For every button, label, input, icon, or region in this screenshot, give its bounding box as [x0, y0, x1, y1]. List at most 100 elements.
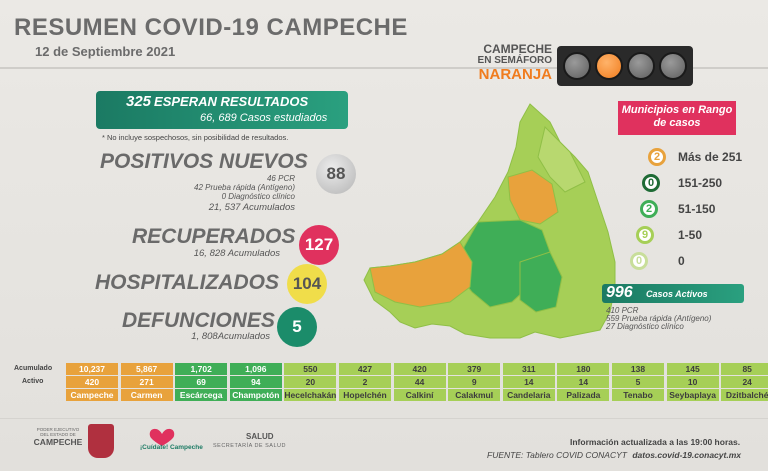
page-date: 12 de Septiembre 2021: [35, 44, 176, 59]
positivos-title: POSITIVOS NUEVOS: [100, 150, 308, 173]
legend-count: 0: [642, 174, 660, 192]
fuente-label: FUENTE: Tablero COVID CONACYT: [487, 450, 627, 460]
cell-municipio: Escárcega: [175, 389, 228, 401]
cell-municipio: Champotón: [229, 389, 282, 401]
cell-acumulado: 550: [284, 363, 337, 375]
positivos-badge: 88: [316, 154, 356, 194]
cell-acumulado: 5,867: [120, 363, 173, 375]
legend-title: Municipios en Rango de casos: [618, 101, 736, 135]
cell-acumulado: 420: [393, 363, 446, 375]
cell-municipio: Hopelchén: [339, 389, 391, 401]
cell-activo: 20: [284, 376, 337, 388]
cell-activo: 14: [502, 376, 555, 388]
cell-acumulado: 10,237: [66, 363, 118, 375]
esperan-banner: 325 ESPERAN RESULTADOS 66, 689 Casos estu…: [96, 91, 348, 129]
updated-text: Información actualizada a las 19:00 hora…: [570, 437, 741, 447]
activos-banner: 996 Casos Activos: [602, 284, 744, 303]
logo-cuidate: ¡Cuídate! Campeche: [140, 424, 203, 454]
legend: 2 Más de 251 0 151-250 2 51-150 9 1-50 0…: [630, 148, 768, 270]
activos-label: Casos Activos: [646, 289, 708, 299]
cell-municipio: Candelaria: [502, 389, 555, 401]
lamp-icon: [659, 52, 687, 80]
activos-clinico: 27 Diagnóstico clínico: [606, 322, 684, 331]
cell-activo: 271: [120, 376, 173, 388]
logo-gobierno-top: PODER EJECUTIVO: [36, 427, 80, 432]
defunciones-acumulados: 1, 808Acumulados: [191, 331, 270, 342]
map-region-north: [537, 126, 586, 193]
esperan-line: 325 ESPERAN RESULTADOS: [126, 93, 308, 110]
legend-range: 151-250: [678, 176, 723, 190]
map-region-campeche: [507, 169, 559, 225]
legend-range: 0: [678, 254, 685, 268]
activos-pcr: 410 PCR: [606, 306, 639, 315]
cell-acumulado: 138: [612, 363, 664, 375]
map-region-carmen: [369, 241, 473, 308]
cell-municipio: Hecelchakán: [284, 389, 337, 401]
defunciones-badge: 5: [277, 307, 317, 347]
footer-divider: [0, 418, 768, 419]
cell-municipio: Seybaplaya: [666, 389, 719, 401]
recuperados-badge: 127: [299, 225, 339, 265]
fuente-url: datos.covid-19.conacyt.mx: [632, 450, 741, 460]
esperan-estudiados: 66, 689 Casos estudiados: [200, 112, 328, 124]
cell-municipio: Tenabo: [612, 389, 664, 401]
cell-acumulado: 379: [448, 363, 501, 375]
semaforo-line3: NARANJA: [478, 66, 552, 83]
traffic-light-icon: [557, 46, 693, 86]
footnote: * No incluye sospechosos, sin posibilida…: [102, 133, 289, 142]
cell-activo: 94: [229, 376, 282, 388]
legend-range: Más de 251: [678, 150, 743, 164]
esperan-label: ESPERAN RESULTADOS: [154, 94, 309, 109]
cell-municipio: Carmen: [120, 389, 173, 401]
hospitalizados-badge: 104: [287, 264, 327, 304]
cell-acumulado: 1,096: [229, 363, 282, 375]
cell-activo: 44: [393, 376, 446, 388]
legend-count: 0: [630, 252, 648, 270]
logo-gobierno-mid: DEL ESTADO DE: [40, 432, 76, 437]
cell-municipio: Campeche: [66, 389, 118, 401]
cell-activo: 14: [557, 376, 610, 388]
recuperados-acumulados: 16, 828 Acumulados: [193, 248, 280, 259]
lamp-active-icon: [595, 52, 623, 80]
hospitalizados-title: HOSPITALIZADOS: [95, 271, 279, 294]
cell-acumulado: 145: [666, 363, 719, 375]
semaforo-label: CAMPECHE EN SEMÁFORO NARANJA: [470, 42, 552, 83]
activos-antigeno: 559 Prueba rápida (Antígeno): [606, 314, 712, 323]
logo-gobierno-name: CAMPECHE: [33, 437, 83, 447]
logo-cuidate-text: ¡Cuídate! Campeche: [140, 444, 203, 451]
esperan-number: 325: [126, 93, 152, 110]
heart-icon: [149, 428, 175, 446]
lamp-icon: [563, 52, 591, 80]
legend-count: 2: [648, 148, 666, 166]
legend-count: 9: [636, 226, 654, 244]
map-region-escarcega: [519, 251, 563, 313]
legend-range: 51-150: [678, 202, 716, 216]
cell-activo: 2: [339, 376, 391, 388]
semaforo-line2: EN SEMÁFORO: [477, 55, 552, 66]
page-title: RESUMEN COVID-19 CAMPECHE: [14, 14, 408, 41]
positivos-pcr: 46 PCR: [266, 174, 295, 183]
coat-of-arms-icon: [88, 424, 114, 458]
cell-acumulado: 85: [721, 363, 768, 375]
salud-sub: SECRETARÍA DE SALUD: [213, 443, 286, 449]
cell-municipio: Dzitbalché: [721, 389, 768, 401]
semaforo-line1: CAMPECHE: [483, 42, 552, 56]
salud-label: SALUD: [246, 432, 274, 441]
cell-activo: 10: [666, 376, 719, 388]
activos-number: 996: [606, 284, 633, 301]
defunciones-title: DEFUNCIONES: [122, 309, 275, 332]
cell-activo: 24: [721, 376, 768, 388]
cell-activo: 5: [612, 376, 664, 388]
cell-municipio: Calkiní: [393, 389, 446, 401]
header-divider: [0, 67, 768, 69]
cell-municipio: Calakmul: [448, 389, 501, 401]
cell-acumulado: 180: [557, 363, 610, 375]
cell-acumulado: 311: [502, 363, 555, 375]
recuperados-title: RECUPERADOS: [132, 225, 296, 248]
lamp-icon: [627, 52, 655, 80]
legend-range: 1-50: [678, 228, 703, 242]
positivos-antigeno: 42 Prueba rápida (Antígeno): [194, 183, 295, 192]
row-label-activo: Activo: [22, 378, 44, 385]
positivos-clinico: 0 Diagnóstico clínico: [221, 192, 295, 201]
